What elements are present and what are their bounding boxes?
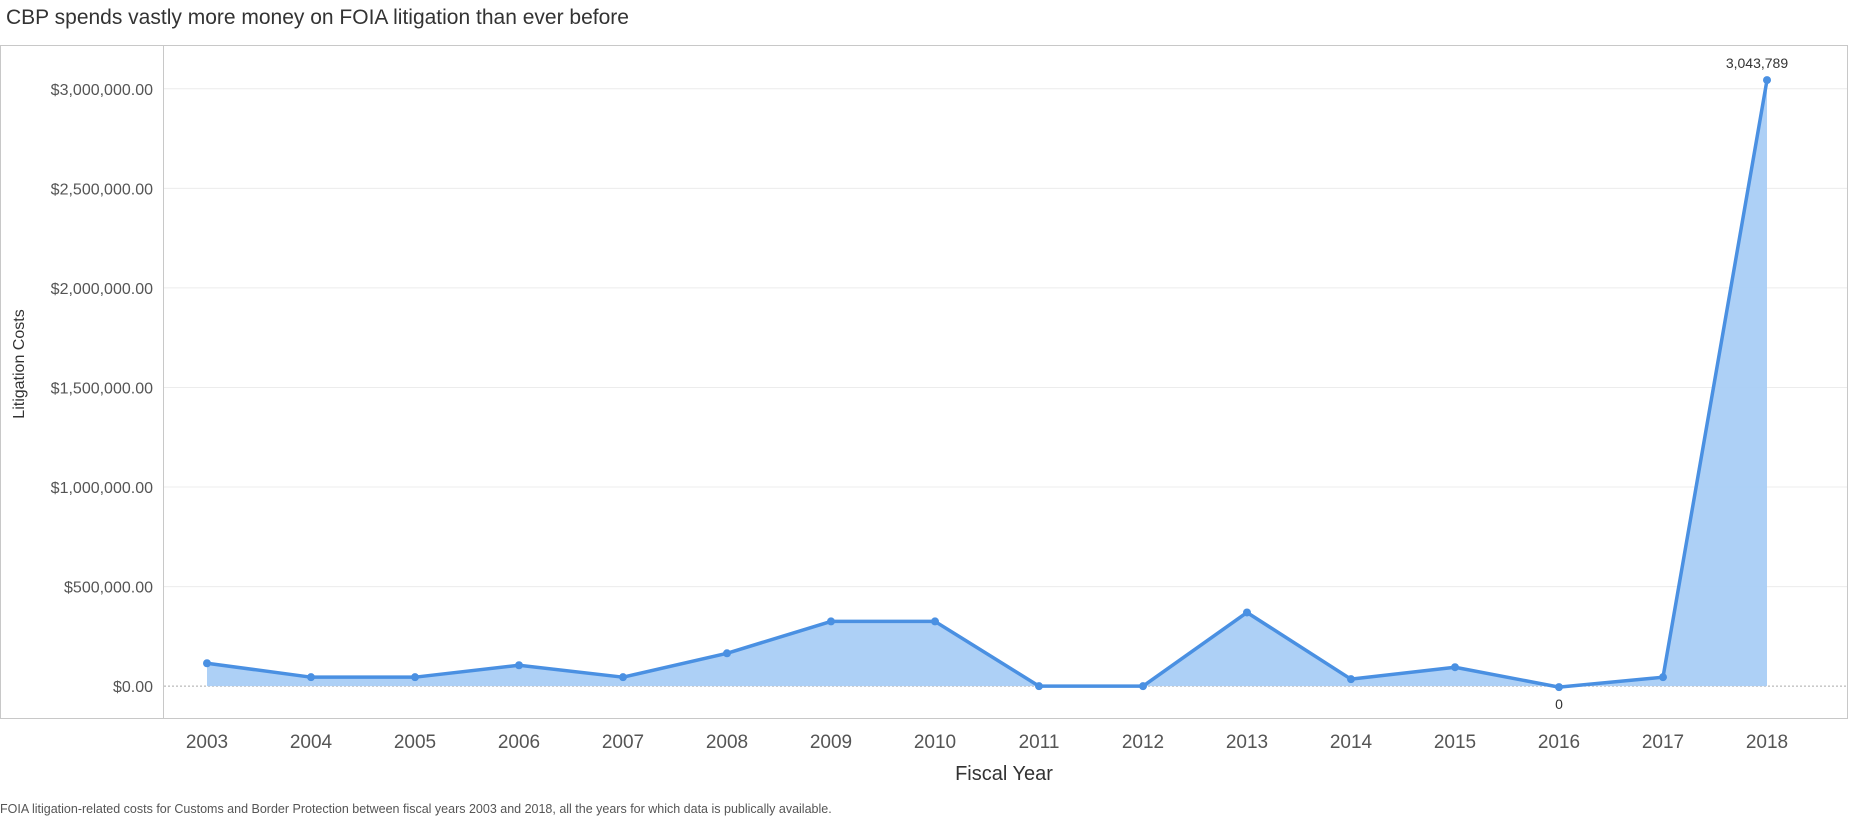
data-point-2008 [723,649,731,658]
data-point-2003 [203,659,211,668]
x-tick-label: 2005 [394,732,436,753]
data-label-2018: 3,043,789 [1726,55,1788,71]
x-tick-labels: 2003 2004 2005 2006 2007 2008 2009 2010 2011 2012… [186,732,1788,753]
data-labels: 3,043,789 0 [1555,55,1788,712]
data-point-2018 [1763,76,1771,85]
data-point-2014 [1347,675,1355,684]
data-point-2007 [619,673,627,682]
data-point-2005 [411,673,419,682]
y-axis-title: Litigation Costs [11,309,28,418]
x-tick-label: 2008 [706,732,748,753]
x-tick-label: 2009 [810,732,852,753]
plot-border [0,45,1848,719]
gridlines [164,88,1847,588]
data-point-2012 [1139,682,1147,691]
data-point-2006 [515,661,523,670]
data-point-2013 [1243,608,1251,617]
chart-title: CBP spends vastly more money on FOIA lit… [6,6,629,29]
data-point-2015 [1451,663,1459,672]
x-tick-label: 2013 [1226,732,1268,753]
data-point-2004 [307,673,315,682]
x-tick-label: 2015 [1434,732,1476,753]
chart-caption: FOIA litigation-related costs for Custom… [0,802,832,816]
y-tick-label: $1,000,000.00 [51,480,153,497]
y-tick-label: $3,000,000.00 [51,82,153,99]
x-tick-label: 2014 [1330,732,1373,753]
x-tick-label: 2003 [186,732,228,753]
x-tick-label: 2011 [1019,732,1060,753]
y-tick-label: $500,000.00 [64,580,153,597]
x-tick-label: 2004 [290,732,333,753]
x-tick-label: 2006 [498,732,540,753]
data-point-2016 [1555,683,1563,692]
area-fill [207,80,1767,688]
x-tick-label: 2010 [914,732,956,753]
y-tick-label: $1,500,000.00 [51,380,153,397]
y-tick-label: $0.00 [113,679,153,696]
x-tick-label: 2018 [1746,732,1788,753]
chart: $0.00 $500,000.00 $1,000,000.00 $1,500,000.… [0,45,1848,785]
y-tick-label: $2,500,000.00 [51,181,153,198]
x-tick-label: 2017 [1642,732,1684,753]
x-tick-label: 2012 [1122,732,1164,753]
x-tick-label: 2007 [602,732,644,753]
x-axis-title: Fiscal Year [955,763,1053,785]
data-point-2010 [931,617,939,626]
y-tick-labels: $0.00 $500,000.00 $1,000,000.00 $1,500,000.… [51,82,153,696]
data-points [203,76,1771,692]
data-point-2011 [1035,682,1043,691]
data-point-2009 [827,617,835,626]
data-label-2016: 0 [1555,696,1563,712]
x-tick-label: 2016 [1538,732,1580,753]
series-line [206,79,1769,689]
y-tick-label: $2,000,000.00 [51,281,153,298]
data-point-2017 [1659,673,1667,682]
